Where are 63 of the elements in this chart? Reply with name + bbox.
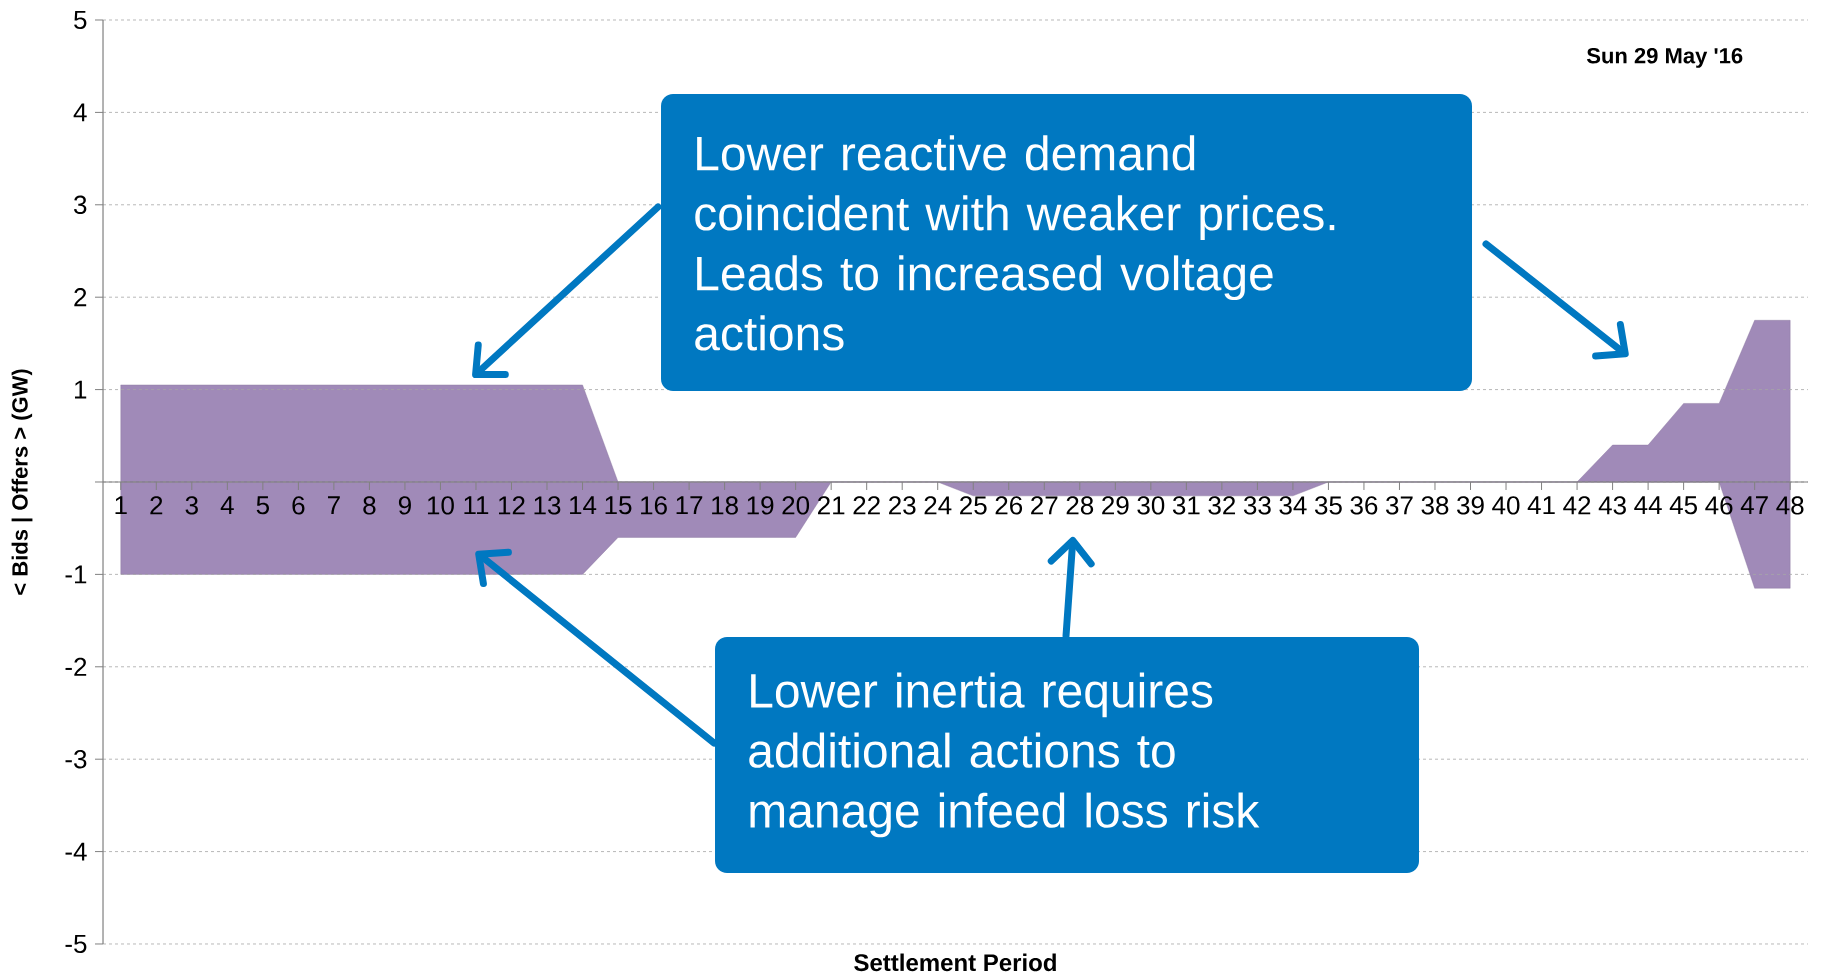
x-tick-label: 12 <box>499 496 525 515</box>
x-tick-label: 7 <box>327 496 340 515</box>
x-tick-label: 21 <box>818 496 845 515</box>
x-tick-label: 42 <box>1563 496 1591 515</box>
x-axis-title: Settlement Period <box>854 953 1056 972</box>
x-tick-label: 45 <box>1669 496 1697 515</box>
annotation: Lower reactive demand coincident with weaker prices. Leads to increased voltage actions <box>695 135 1335 351</box>
x-tick-label: 32 <box>1208 496 1236 515</box>
x-tick-label: 11 <box>464 496 489 515</box>
y-tick-label: -5 <box>65 934 87 954</box>
x-tick-label: 44 <box>1634 496 1662 515</box>
x-tick-label: 16 <box>641 496 667 515</box>
x-tick-label: 30 <box>1137 496 1165 515</box>
x-tick-label: 6 <box>292 496 305 515</box>
y-tick-label: -1 <box>65 565 87 584</box>
x-tick-label: 39 <box>1457 496 1484 515</box>
y-tick-label: -2 <box>65 657 87 676</box>
x-tick-label: 34 <box>1279 496 1307 515</box>
x-tick-label: 47 <box>1740 496 1768 515</box>
x-tick-label: 43 <box>1598 496 1626 515</box>
x-tick-label: 15 <box>605 496 632 515</box>
x-tick-label: 23 <box>889 496 916 515</box>
x-tick-label: 33 <box>1243 496 1271 515</box>
x-tick-label: 17 <box>676 496 703 515</box>
x-tick-label: 4 <box>220 496 234 515</box>
y-tick-label: 1 <box>74 380 87 399</box>
x-tick-label: 14 <box>570 496 597 515</box>
annotation: Lower inertia requires additional actions to manage infeed loss risk <box>749 672 1260 838</box>
y-tick-label: 2 <box>74 288 87 307</box>
y-tick-label: -4 <box>65 842 87 861</box>
y-tick-label: -3 <box>65 749 87 769</box>
x-tick-label: 5 <box>256 496 269 515</box>
x-tick-label: 8 <box>363 496 376 515</box>
x-tick-label: 10 <box>427 496 454 515</box>
x-tick-label: 40 <box>1492 496 1520 515</box>
x-tick-label: 25 <box>960 496 987 515</box>
x-tick-label: 13 <box>534 496 561 515</box>
x-tick-label: 48 <box>1776 496 1804 515</box>
x-tick-label: 1 <box>115 496 127 515</box>
x-tick-label: 22 <box>853 496 880 515</box>
x-tick-label: 38 <box>1421 496 1449 515</box>
x-tick-label: 27 <box>1031 496 1058 515</box>
x-tick-label: 3 <box>185 496 198 515</box>
y-axis-title: < Bids | Offers > (GW) <box>11 369 33 595</box>
x-tick-label: 24 <box>924 496 952 515</box>
x-tick-label: 36 <box>1350 496 1378 515</box>
x-tick-label: 18 <box>712 496 738 515</box>
x-tick-label: 2 <box>150 496 163 515</box>
x-tick-label: 9 <box>398 496 411 515</box>
x-tick-label: 29 <box>1102 496 1129 515</box>
x-tick-label: 31 <box>1172 496 1200 515</box>
x-tick-label: 19 <box>747 496 774 515</box>
x-tick-label: 35 <box>1314 496 1342 515</box>
text: Sun 29 May '16 <box>1586 47 1743 68</box>
x-tick-label: 26 <box>995 496 1023 515</box>
y-tick-label: 3 <box>74 195 87 214</box>
x-tick-label: 46 <box>1705 496 1733 515</box>
y-tick-label: 4 <box>73 103 87 122</box>
x-tick-label: 41 <box>1527 496 1555 515</box>
x-tick-label: 28 <box>1066 496 1094 515</box>
x-tick-label: 37 <box>1385 496 1413 515</box>
y-tick-label: 5 <box>74 10 87 30</box>
x-tick-label: 20 <box>782 496 810 515</box>
